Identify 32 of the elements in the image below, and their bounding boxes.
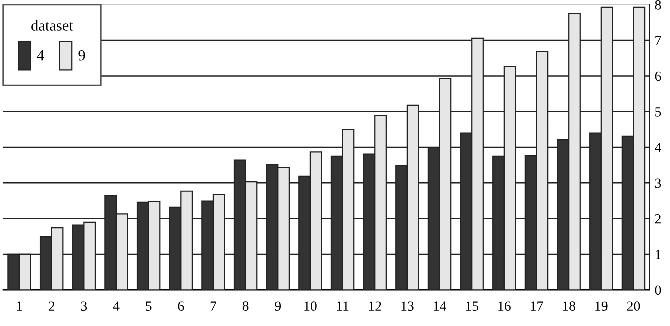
x-tick-label: 19 — [596, 302, 608, 312]
y-tick-label: 2 — [655, 214, 661, 224]
x-tick-label: 12 — [369, 302, 382, 311]
x-tick-label: 1 — [17, 302, 22, 311]
x-tick-label: 14 — [434, 302, 446, 311]
y-tick-label: 6 — [655, 72, 662, 82]
x-tick-label: 9 — [275, 302, 282, 312]
legend-title: dataset — [32, 20, 74, 31]
x-tick-label: 20 — [627, 302, 640, 312]
y-tick-label: 4 — [655, 143, 662, 152]
x-tick-label: 17 — [531, 302, 544, 311]
x-tick-label: 8 — [242, 302, 249, 312]
x-tick-label: 11 — [337, 302, 349, 311]
x-tick-label: 6 — [178, 302, 184, 312]
legend-label: 4 — [37, 50, 44, 61]
x-tick-label: 2 — [48, 302, 55, 311]
y-tick-label: 8 — [655, 0, 662, 10]
legend-label: 9 — [78, 50, 86, 61]
x-tick-label: 10 — [304, 302, 317, 312]
x-tick-label: 18 — [563, 302, 576, 312]
y-tick-label: 5 — [656, 108, 662, 117]
x-tick-label: 16 — [498, 302, 511, 312]
x-tick-label: 5 — [146, 302, 152, 312]
x-tick-label: 7 — [210, 302, 217, 311]
y-tick-label: 3 — [655, 178, 662, 188]
y-tick-label: 7 — [656, 36, 662, 46]
y-tick-label: 0 — [655, 286, 662, 296]
x-tick-label: 4 — [113, 302, 120, 311]
y-tick-label: 1 — [656, 250, 661, 260]
x-tick-label: 13 — [402, 302, 414, 312]
x-tick-label: 15 — [466, 302, 478, 312]
x-tick-label: 3 — [81, 302, 88, 312]
